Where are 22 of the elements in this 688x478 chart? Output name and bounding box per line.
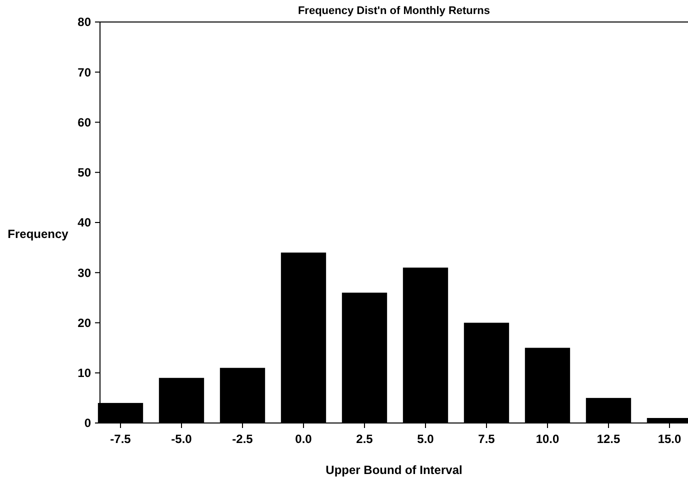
x-axis-title: Upper Bound of Interval [326, 463, 462, 477]
y-axis-title: Frequency [8, 227, 69, 241]
x-tick-label: -2.5 [232, 432, 254, 446]
y-tick-label: 70 [78, 65, 92, 80]
x-tick-label: 15.0 [658, 432, 682, 446]
y-tick-label: 60 [78, 115, 92, 130]
y-tick-label: 30 [78, 266, 92, 280]
y-tick-label: 0 [84, 416, 92, 430]
x-tick-label: 7.5 [478, 432, 496, 446]
x-tick-label: 12.5 [596, 432, 620, 446]
y-tick-label: 50 [78, 166, 92, 180]
chart-title: Frequency Dist'n of Monthly Returns [298, 5, 490, 17]
x-tick-label: -7.5 [110, 432, 132, 446]
y-tick-label: 20 [78, 316, 92, 330]
x-tick-label: -5.0 [171, 432, 192, 446]
x-tick-label: 5.0 [417, 432, 434, 446]
y-tick-label: 40 [78, 216, 92, 230]
x-tick-label: 2.5 [356, 432, 374, 446]
x-tick-label: 10.0 [536, 432, 560, 446]
y-tick-label: 80 [78, 15, 92, 30]
y-tick-label: 10 [78, 366, 92, 380]
x-tick-label: 0.0 [295, 432, 312, 446]
